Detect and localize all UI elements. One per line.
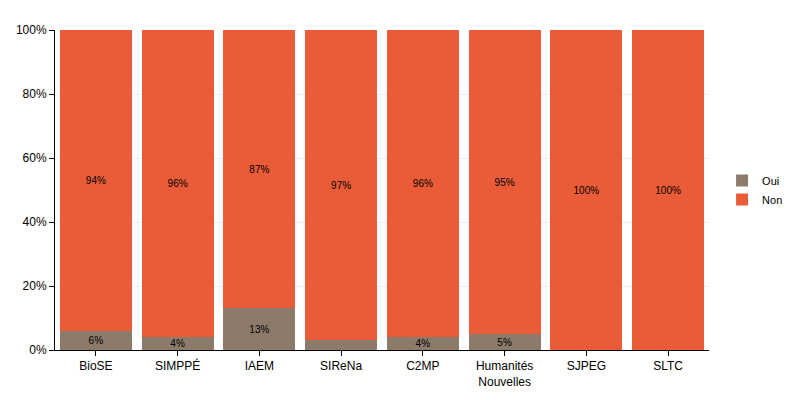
svg-text:4%: 4% (416, 338, 431, 349)
svg-text:SJPEG: SJPEG (567, 359, 606, 373)
svg-text:100%: 100% (16, 23, 47, 37)
svg-text:95%: 95% (495, 177, 515, 188)
svg-text:97%: 97% (331, 180, 351, 191)
svg-text:C2MP: C2MP (406, 359, 439, 373)
svg-text:IAEM: IAEM (245, 359, 274, 373)
svg-text:SIReNa: SIReNa (320, 359, 362, 373)
svg-text:Non: Non (762, 194, 782, 206)
svg-text:6%: 6% (89, 335, 104, 346)
svg-text:0%: 0% (29, 343, 47, 357)
svg-text:SLTC: SLTC (653, 359, 683, 373)
svg-text:96%: 96% (168, 178, 188, 189)
svg-text:94%: 94% (86, 175, 106, 186)
svg-text:60%: 60% (23, 151, 47, 165)
svg-text:13%: 13% (249, 324, 269, 335)
svg-text:96%: 96% (413, 178, 433, 189)
svg-text:100%: 100% (655, 185, 681, 196)
svg-text:20%: 20% (23, 279, 47, 293)
svg-text:HumanitésNouvelles: HumanitésNouvelles (476, 359, 533, 389)
svg-text:4%: 4% (170, 338, 185, 349)
svg-text:80%: 80% (23, 87, 47, 101)
svg-text:100%: 100% (574, 185, 600, 196)
svg-text:5%: 5% (497, 337, 512, 348)
svg-text:SIMPPÉ: SIMPPÉ (155, 358, 200, 373)
svg-text:40%: 40% (23, 215, 47, 229)
svg-text:BioSE: BioSE (79, 359, 112, 373)
svg-text:Oui: Oui (762, 175, 779, 187)
svg-text:87%: 87% (249, 164, 269, 175)
